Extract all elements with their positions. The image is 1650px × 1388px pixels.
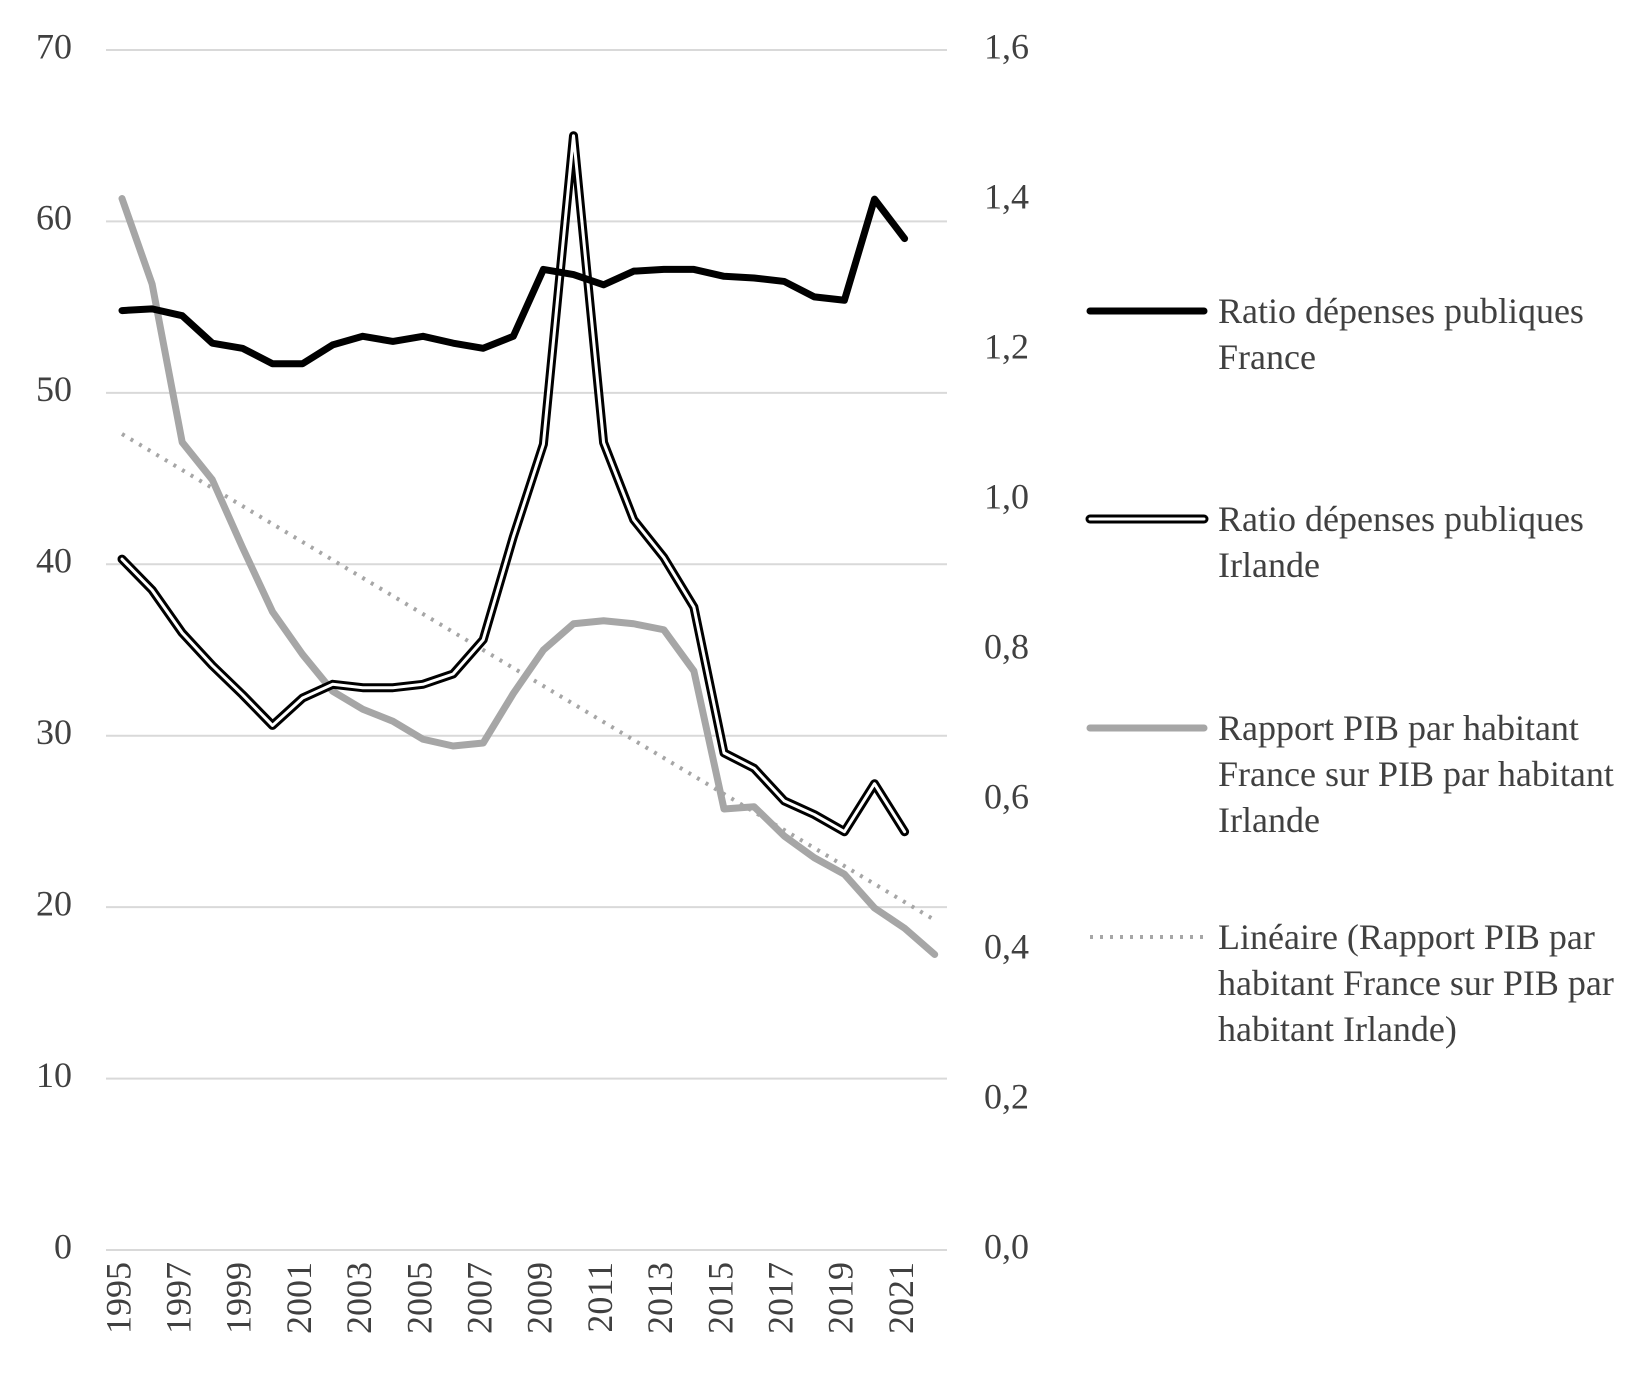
x-tick-label: 2013 bbox=[640, 1262, 680, 1334]
x-tick-label: 2015 bbox=[700, 1262, 740, 1334]
x-tick-label: 2007 bbox=[459, 1262, 499, 1334]
x-tick-label: 2001 bbox=[279, 1262, 319, 1334]
series-line bbox=[118, 195, 939, 958]
y2-tick-label: 1,2 bbox=[984, 326, 1029, 366]
y-tick-label: 0 bbox=[54, 1226, 72, 1266]
y2-tick-label: 0,4 bbox=[984, 926, 1029, 966]
x-tick-label: 2005 bbox=[399, 1262, 439, 1334]
series-line bbox=[118, 195, 909, 368]
legend-label: Rapport PIB par habitant France sur PIB … bbox=[1218, 708, 1614, 840]
y-tick-label: 60 bbox=[36, 198, 72, 238]
y2-tick-label: 1,6 bbox=[984, 26, 1029, 66]
series-line-outer bbox=[117, 131, 910, 837]
y2-tick-label: 0,6 bbox=[984, 776, 1029, 816]
y2-tick-label: 0,0 bbox=[984, 1226, 1029, 1266]
y-tick-label: 50 bbox=[36, 369, 72, 409]
legend-label: Ratio dépenses publiques Irlande bbox=[1218, 499, 1584, 585]
series-line bbox=[117, 131, 910, 837]
x-tick-label: 2003 bbox=[339, 1262, 379, 1334]
x-tick-label: 1997 bbox=[158, 1262, 198, 1334]
x-tick-label: 2009 bbox=[520, 1262, 560, 1334]
x-tick-label: 1999 bbox=[219, 1262, 259, 1334]
y-tick-label: 40 bbox=[36, 541, 72, 581]
y-tick-label: 10 bbox=[36, 1055, 72, 1095]
y2-tick-label: 0,8 bbox=[984, 626, 1029, 666]
y2-tick-label: 1,4 bbox=[984, 176, 1029, 216]
y-tick-label: 30 bbox=[36, 712, 72, 752]
y2-tick-label: 0,2 bbox=[984, 1076, 1029, 1116]
x-tick-label: 2017 bbox=[760, 1262, 800, 1334]
legend-label: Linéaire (Rapport PIB par habitant Franc… bbox=[1218, 917, 1614, 1049]
x-tick-label: 2019 bbox=[821, 1262, 861, 1334]
y-tick-label: 70 bbox=[36, 26, 72, 66]
y-tick-label: 20 bbox=[36, 883, 72, 923]
legend-label: Ratio dépenses publiques France bbox=[1218, 291, 1584, 377]
y2-tick-label: 1,0 bbox=[984, 476, 1029, 516]
series-line-inner bbox=[120, 134, 907, 834]
x-tick-label: 2021 bbox=[881, 1262, 921, 1334]
x-tick-label: 1995 bbox=[98, 1262, 138, 1334]
x-tick-label: 2011 bbox=[580, 1262, 620, 1333]
